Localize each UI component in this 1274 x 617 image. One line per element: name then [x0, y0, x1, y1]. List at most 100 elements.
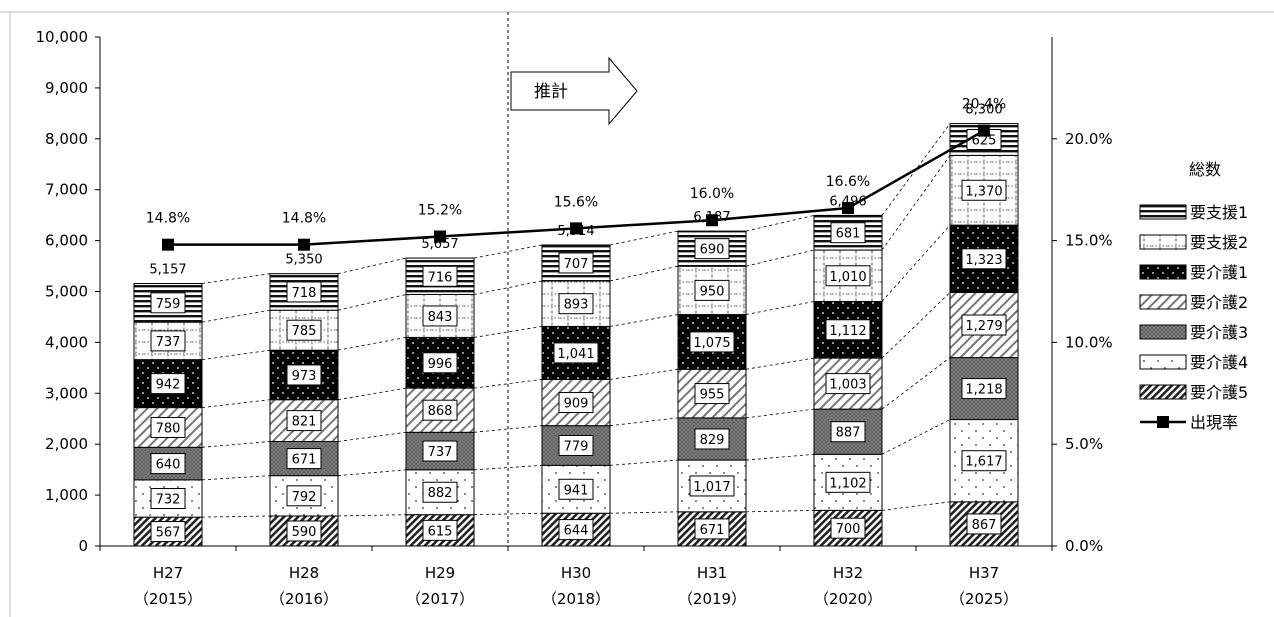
y-right-tick-label: 10.0%	[1065, 333, 1113, 351]
value-label: 1,102	[829, 476, 866, 491]
value-label-box	[286, 410, 322, 432]
x-category-sublabel: （2018）	[542, 590, 610, 608]
y-left-tick-label: 0	[78, 537, 88, 555]
value-label: 625	[972, 133, 997, 148]
value-label-box	[150, 521, 186, 543]
connector-line	[201, 273, 271, 284]
value-label: 716	[428, 270, 453, 285]
value-label-box	[961, 314, 1007, 336]
connector-line	[337, 257, 407, 275]
value-label-box	[689, 475, 735, 497]
connector-line	[337, 387, 407, 401]
y-left-tick-label: 8,000	[45, 130, 88, 148]
total-label: 5,157	[149, 263, 186, 278]
legend-label: 要介護1	[1190, 263, 1248, 282]
legend-swatch	[1139, 354, 1187, 370]
value-label: 887	[836, 426, 861, 441]
bar-segment	[405, 431, 475, 471]
total-label: 6,496	[829, 194, 866, 209]
value-label: 759	[156, 297, 181, 312]
forecast-arrow-icon	[510, 56, 638, 126]
connector-line	[609, 265, 679, 282]
connector-line	[201, 399, 271, 409]
connector-line	[609, 314, 679, 327]
value-label-box	[825, 319, 871, 341]
rate-marker	[842, 202, 854, 215]
legend-label: 要支援2	[1190, 233, 1248, 252]
y-left-tick-label: 6,000	[45, 232, 88, 250]
value-label-box	[694, 238, 730, 260]
x-category-sublabel: （2016）	[270, 590, 338, 608]
y-right-tick-label: 20.0%	[1065, 130, 1113, 148]
y-left-tick-label: 3,000	[45, 384, 88, 402]
value-label-box	[286, 319, 322, 341]
x-category-label: H27	[153, 564, 183, 582]
connector-line	[337, 514, 407, 517]
connector-line	[745, 453, 815, 461]
value-label-box	[422, 519, 458, 541]
value-label: 1,003	[829, 378, 866, 393]
connector-line	[337, 337, 407, 351]
x-category-label: H37	[969, 564, 999, 582]
value-label-box	[694, 383, 730, 405]
connector-line	[609, 417, 679, 427]
legend-swatch	[1139, 204, 1187, 220]
value-label: 893	[564, 298, 589, 313]
value-label-box	[150, 292, 186, 314]
y-right-tick-label: 15.0%	[1065, 232, 1113, 250]
connector-lines	[201, 123, 951, 518]
value-label: 1,075	[693, 336, 730, 351]
x-category-sublabel: （2020）	[814, 590, 882, 608]
value-label-box	[422, 481, 458, 503]
value-label: 1,041	[557, 347, 594, 362]
value-label: 1,323	[965, 253, 1002, 268]
value-label-box	[286, 448, 322, 470]
rate-marker	[298, 238, 310, 251]
connector-line	[473, 464, 543, 471]
connector-line	[881, 357, 951, 410]
value-label: 1,112	[829, 324, 866, 339]
y-left-tick-label: 10,000	[36, 28, 89, 46]
value-label-box	[694, 518, 730, 540]
rate-label: 14.8%	[146, 211, 190, 227]
y-right-tick-label: 0.0%	[1065, 537, 1103, 555]
connector-line	[201, 515, 271, 518]
axes-layer: 0 1,000 2,000 3,000 4,000 5,000 6,000 7,000 8,00…	[0, 11, 1274, 617]
value-labels-layer: 567 732 640 780 942 737 759 590 792 671 821 973 785 7…	[149, 103, 1007, 543]
legend-label: 要介護5	[1190, 383, 1248, 402]
bar-segment	[133, 321, 203, 361]
value-label: 780	[156, 421, 181, 436]
connector-line	[881, 292, 951, 359]
value-label-box	[830, 222, 866, 244]
connector-line	[881, 123, 951, 216]
y-left-tick-label: 5,000	[45, 283, 88, 301]
value-label-box	[825, 471, 871, 493]
legend-label: 要介護3	[1190, 323, 1248, 342]
connector-line	[201, 309, 271, 323]
rate-label: 16.0%	[690, 186, 734, 202]
connector-line	[881, 419, 951, 455]
value-label-box	[286, 520, 322, 542]
value-label-box	[150, 416, 186, 438]
x-category-label: H28	[289, 564, 319, 582]
connector-line	[609, 230, 679, 246]
total-label: 5,350	[285, 253, 322, 268]
value-label-box	[422, 265, 458, 287]
value-label: 909	[564, 397, 589, 412]
value-label-box	[422, 399, 458, 421]
value-label-box	[150, 488, 186, 510]
value-label: 700	[836, 522, 861, 537]
connector-line	[881, 155, 951, 251]
value-label-box	[150, 330, 186, 352]
y-left-tick-label: 4,000	[45, 333, 88, 351]
connector-line	[337, 294, 407, 311]
annotation-layer: 推計	[507, 12, 638, 546]
connector-line	[881, 224, 951, 302]
rate-marker	[570, 222, 582, 235]
rate-marker	[978, 124, 990, 137]
rate-marker	[434, 230, 446, 243]
legend-marker-swatch	[1157, 416, 1169, 428]
value-label: 1,279	[965, 319, 1002, 334]
